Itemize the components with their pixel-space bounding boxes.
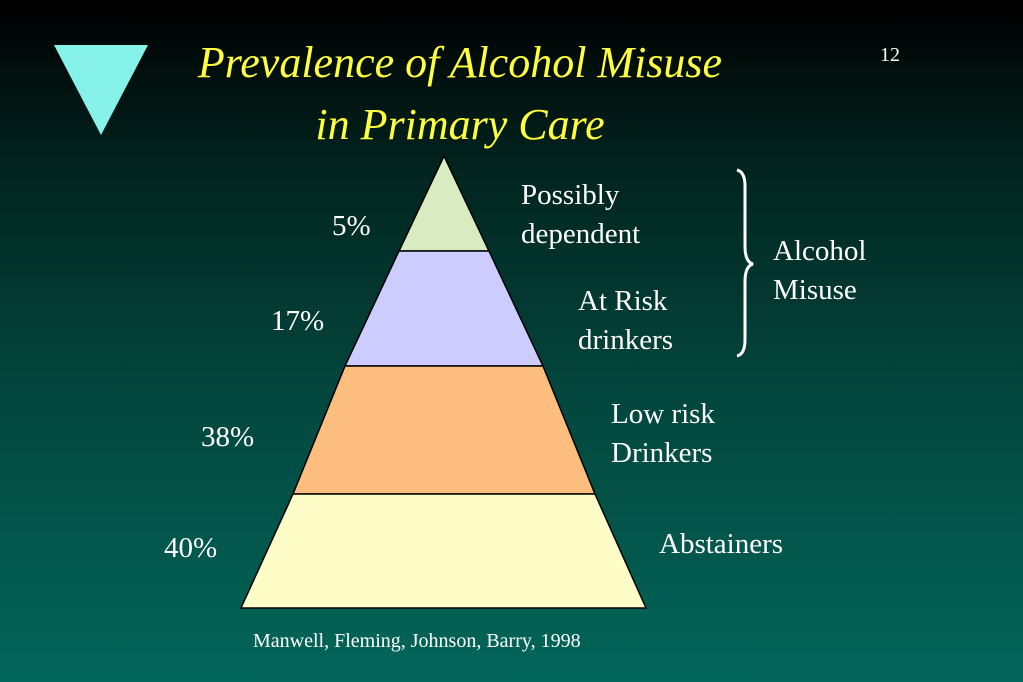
slide-title: Prevalence of Alcohol Misuse in Primary … [140,32,780,156]
percent-abstainers: 40% [164,532,218,564]
slide-title-line2: in Primary Care [315,100,605,149]
label-alcohol-misuse-line2: Misuse [773,274,857,306]
label-at-risk: At Risk drinkers [578,282,673,360]
label-alcohol-misuse: Alcohol Misuse [773,232,866,310]
pyramid-tier-abstainers [239,493,648,609]
alcohol-misuse-brace [736,168,754,358]
label-possibly-dependent-line2: dependent [521,218,641,250]
percent-possibly-dependent: 5% [332,210,371,242]
pyramid-tier-at-risk [343,250,545,367]
percent-low-risk: 38% [201,421,255,453]
citation: Manwell, Fleming, Johnson, Barry, 1998 [253,630,581,652]
slide-title-line1: Prevalence of Alcohol Misuse [197,38,723,87]
pyramid [239,154,648,609]
label-at-risk-line2: drinkers [578,324,674,356]
pyramid-tier-possibly-dependent [397,154,491,252]
triangle-bullet-icon [54,45,148,135]
percent-at-risk: 17% [271,305,325,337]
label-low-risk-line1: Low risk [611,398,715,430]
label-low-risk: Low risk Drinkers [611,395,715,473]
label-abstainers: Abstainers [659,525,783,564]
label-low-risk-line2: Drinkers [611,437,713,469]
label-possibly-dependent-line1: Possibly [521,179,620,211]
label-abstainers-line1: Abstainers [659,528,784,560]
label-at-risk-line1: At Risk [578,285,668,317]
pyramid-tier-low-risk [291,365,597,495]
label-possibly-dependent: Possibly dependent [521,176,640,254]
page-number: 12 [880,44,900,66]
label-alcohol-misuse-line1: Alcohol [773,235,867,267]
